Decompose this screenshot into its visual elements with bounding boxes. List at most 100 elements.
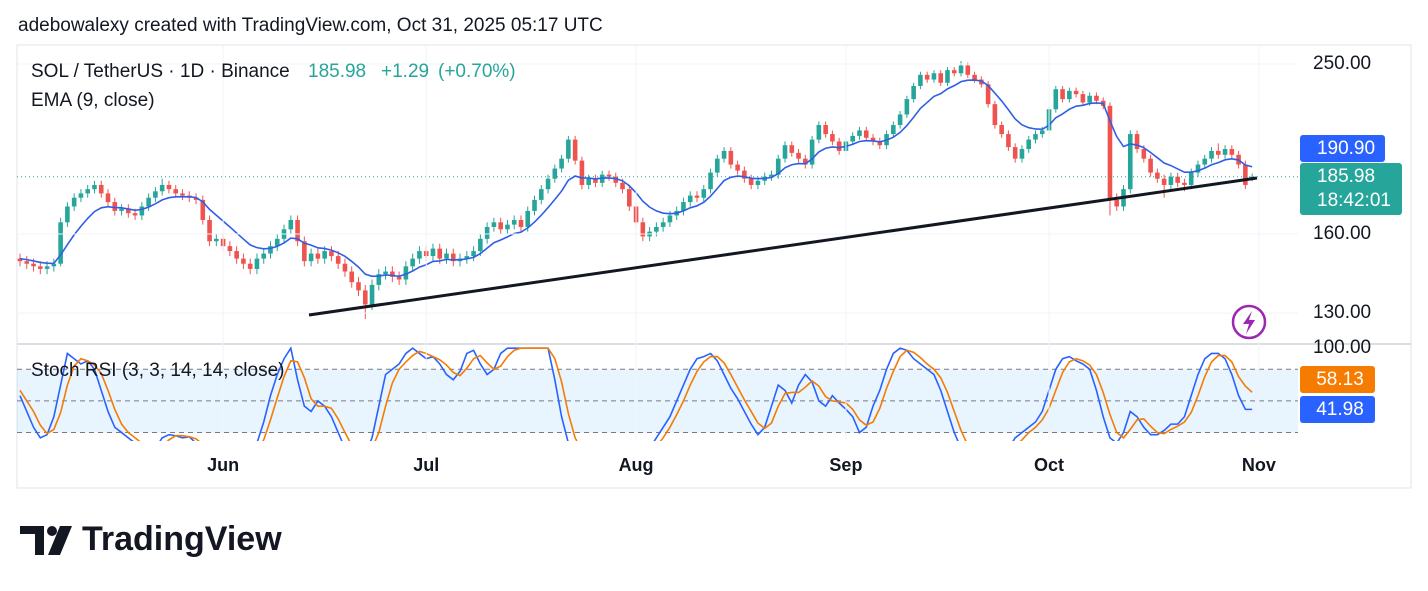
candle-body [498, 222, 503, 230]
candle-body [803, 158, 808, 165]
candle-body [715, 158, 720, 173]
candle-body [965, 65, 971, 75]
candle-body [1148, 158, 1153, 173]
candle-body [98, 184, 104, 194]
y-tick-label: 250.00 [1313, 53, 1371, 74]
candle-body [491, 222, 497, 227]
countdown: 18:42:01 [1317, 190, 1391, 211]
candle-body [396, 276, 402, 280]
candle-body [315, 253, 321, 259]
candle-body [214, 238, 219, 242]
candle-body [850, 135, 856, 142]
candle-body [17, 258, 23, 262]
candle-body [660, 222, 666, 227]
candle-body [620, 182, 625, 190]
candle-body [1060, 89, 1065, 100]
candle-body [369, 284, 375, 305]
ema-legend: EMA (9, close) [31, 90, 155, 111]
candle-body [1019, 149, 1025, 159]
candle-body [538, 189, 544, 200]
candle-body [139, 206, 145, 216]
candle-body [640, 222, 646, 237]
candle-body [227, 246, 233, 252]
price-pane [17, 60, 1298, 320]
candle-body [904, 99, 910, 115]
candle-body [261, 253, 267, 259]
candle-body [1087, 95, 1092, 103]
candle-body [180, 193, 185, 196]
candle-body [1127, 134, 1133, 190]
candle-body [667, 215, 673, 223]
candle-body [1182, 182, 1187, 185]
candle-body [836, 141, 842, 151]
candle-body [410, 258, 415, 267]
y-tick-label: 100.00 [1313, 337, 1371, 358]
candle-body [390, 271, 395, 277]
candle-body [1094, 95, 1099, 101]
candle-body [430, 248, 436, 257]
header: adebowalexy created with TradingView.com… [18, 15, 603, 36]
candle-body [877, 141, 883, 146]
ema-price-tag [1300, 135, 1385, 162]
candle-body [193, 197, 199, 200]
candle-body [721, 150, 727, 159]
candle-body [1202, 158, 1208, 165]
candle-body [999, 125, 1004, 135]
candle-body [1073, 90, 1079, 95]
indicator-line [19, 347, 1253, 441]
candle-body [166, 184, 172, 190]
candle-body [870, 137, 876, 142]
y-tick-label: 130.00 [1313, 302, 1371, 323]
candle-body [775, 158, 781, 175]
candle-body [532, 199, 537, 211]
candle-body [362, 290, 368, 305]
d-tag [1300, 366, 1375, 393]
candle-body [1134, 134, 1140, 150]
candle-body [112, 202, 118, 211]
candle-body [572, 139, 578, 161]
x-tick-label: Sep [829, 455, 862, 475]
candle-body [322, 251, 327, 259]
candle-body [613, 176, 619, 183]
candle-body [85, 189, 90, 194]
candle-body [1155, 172, 1160, 179]
candle-body [1114, 199, 1120, 207]
y-tick-label: 160.00 [1313, 223, 1371, 244]
candle-body [586, 178, 591, 185]
candle-body [769, 174, 774, 177]
candle-body [924, 74, 930, 80]
candle-body [146, 197, 151, 207]
chart-frame [16, 44, 1412, 489]
stoch-legend: Stoch RSI (3, 3, 14, 14, close) [31, 360, 284, 381]
flash-icon[interactable] [1231, 304, 1267, 340]
candle-body [71, 197, 77, 207]
candle-body [566, 139, 571, 159]
candle-body [728, 150, 734, 165]
candle-body [627, 189, 632, 207]
plot: Jun Jul Aug Sep Oct Nov 250.00 160.00 130.00 100.… [17, 46, 1371, 475]
candle-body [437, 248, 443, 259]
candle-body [383, 271, 388, 275]
candle-body [376, 274, 382, 285]
candle-body [985, 84, 991, 105]
logo-mark [20, 526, 72, 555]
candle-body [782, 145, 788, 159]
candle-body [1229, 149, 1235, 155]
candle-body [1195, 164, 1201, 173]
price-change: +1.29 [381, 61, 429, 82]
candle-body [478, 238, 483, 252]
candle-body [789, 145, 795, 153]
candle-body [857, 130, 862, 136]
trend-line [308, 176, 1258, 317]
candle-body [1215, 150, 1221, 155]
candle-body [1161, 178, 1167, 185]
candle-body [748, 178, 754, 185]
candle-body [444, 253, 449, 259]
candle-body [329, 251, 334, 257]
candle-body [450, 253, 456, 262]
x-tick-label: Oct [1034, 455, 1064, 475]
candle-body [1053, 89, 1059, 110]
candle-body [31, 263, 36, 267]
candle-body [105, 193, 111, 203]
